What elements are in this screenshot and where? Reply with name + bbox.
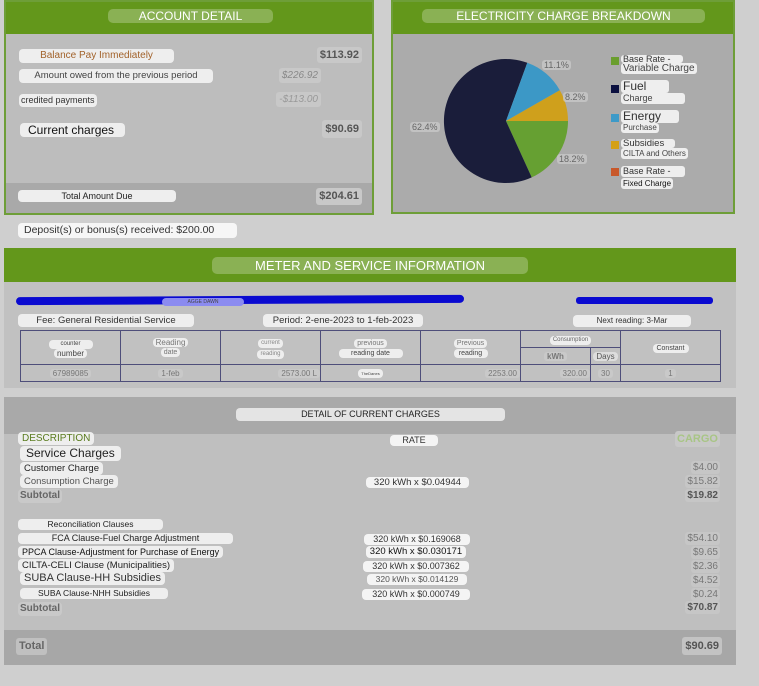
col-reading-date: Reading date xyxy=(120,330,221,365)
total-due-label: Total Amount Due xyxy=(18,190,176,202)
recon-amount-ppca: $9.65 xyxy=(690,546,720,559)
breakdown-header: ELECTRICITY CHARGE BREAKDOWN xyxy=(393,2,733,34)
recon-item-suba-nhh: SUBA Clause-NHH Subsidies xyxy=(20,588,168,599)
meter-header: METER AND SERVICE INFORMATION xyxy=(4,248,736,282)
col-charge-header: CARGO xyxy=(675,431,720,447)
next-reading-label: Next reading: 3-Mar xyxy=(573,315,691,327)
service-amount-consumption-charge: $15.82 xyxy=(685,475,720,488)
recon-subtotal-value: $70.87 xyxy=(685,601,720,614)
cell-previous-date: TheDanes xyxy=(320,364,421,382)
period-label: Period: 2-ene-2023 to 1-feb-2023 xyxy=(263,314,423,327)
recon-rate-suba-nhh: 320 kWh x $0.000749 xyxy=(362,589,470,600)
detail-header: DETAIL OF CURRENT CHARGES xyxy=(4,397,736,434)
cell-counter-number: 67989085 xyxy=(20,364,121,382)
col-previous-reading-date: previous reading date xyxy=(320,330,421,365)
deposit-notice: Deposit(s) or bonus(s) received: $200.00 xyxy=(18,223,237,238)
balance-label: Balance Pay Immediately xyxy=(19,49,174,63)
recon-amount-suba-nhh: $0.24 xyxy=(690,588,720,601)
detail-total-label: Total xyxy=(16,638,48,655)
recon-item-ppca: PPCA Clause-Adjustment for Purchase of E… xyxy=(18,546,224,558)
cell-current-reading: 2573.00 L xyxy=(220,364,321,382)
legend-swatch-orange xyxy=(611,168,619,176)
total-due-value: $204.61 xyxy=(316,188,362,205)
detail-title: DETAIL OF CURRENT CHARGES xyxy=(236,408,505,421)
recon-amount-cilta: $2.36 xyxy=(690,560,720,573)
pie-slice-fuel-charge xyxy=(443,59,532,184)
recon-rate-ppca: 320 kWh x $0.030171 xyxy=(366,546,466,558)
pie-label-variable: 18.2% xyxy=(557,154,587,164)
reconciliation-title: Reconciliation Clauses xyxy=(18,519,163,530)
account-total-bar: Total Amount Due $204.61 xyxy=(6,183,372,213)
pie-label-energy: 11.1% xyxy=(542,60,571,70)
credited-payments-label: credited payments xyxy=(19,94,97,107)
recon-subtotal-label: Subtotal xyxy=(18,602,62,616)
credited-payments-value: -$113.00 xyxy=(276,92,321,107)
pie-slice-variable-charge xyxy=(506,121,568,178)
col-rate-header: RATE xyxy=(390,435,438,446)
account-detail-panel: ACCOUNT DETAIL Balance Pay Immediately $… xyxy=(4,0,374,215)
cell-kwh: 320.00 xyxy=(520,364,591,382)
col-days: Days xyxy=(590,347,621,365)
cell-constant: 1 xyxy=(620,364,721,382)
current-charges-label: Current charges xyxy=(20,123,125,137)
balance-value: $113.92 xyxy=(316,47,362,63)
cell-previous-reading: 2253.00 xyxy=(420,364,521,382)
legend-swatch-navy xyxy=(611,85,619,93)
col-current-reading: current reading xyxy=(220,330,321,365)
legend-swatch-green xyxy=(611,57,619,65)
recon-rate-cilta: 320 kWh x $0.007362 xyxy=(363,561,469,572)
cell-days: 30 xyxy=(590,364,621,382)
meter-service-panel: METER AND SERVICE INFORMATION AGGE DAWN … xyxy=(4,248,736,388)
redacted-account-number xyxy=(576,297,713,304)
col-constant: Constant xyxy=(620,330,721,365)
legend-swatch-gold xyxy=(611,141,619,149)
account-detail-header: ACCOUNT DETAIL xyxy=(6,2,372,34)
meter-table: counter number Reading date current read… xyxy=(20,330,721,382)
col-consumption: Consumption xyxy=(520,330,621,348)
col-kwh: kWh xyxy=(520,347,591,365)
detail-total-value: $90.69 xyxy=(682,637,722,655)
col-description-header: DESCRIPTION xyxy=(18,432,95,445)
breakdown-title: ELECTRICITY CHARGE BREAKDOWN xyxy=(422,9,705,23)
pie-label-subsidies: 8.2% xyxy=(563,92,588,102)
pie-label-fuel: 62.4% xyxy=(410,122,440,132)
previous-period-value: $226.92 xyxy=(278,68,321,83)
recon-amount-suba-hh: $4.52 xyxy=(690,574,720,587)
cell-reading-date: 1-feb xyxy=(120,364,221,382)
current-charges-detail-panel: DETAIL OF CURRENT CHARGES DESCRIPTION RA… xyxy=(4,397,736,665)
meter-title: METER AND SERVICE INFORMATION xyxy=(212,257,528,274)
fee-label: Fee: General Residential Service xyxy=(18,314,194,327)
recon-rate-suba-hh: 320 kWh x $0.014129 xyxy=(367,574,467,585)
detail-total-bar: Total $90.69 xyxy=(4,630,736,665)
col-counter-number: counter number xyxy=(20,330,121,365)
service-rate-consumption-charge: 320 kWh x $0.04944 xyxy=(366,477,469,488)
recon-rate-fca: 320 kWh x $0.169068 xyxy=(364,534,470,545)
service-subtotal-value: $19.82 xyxy=(685,489,720,502)
recon-amount-fca: $54.10 xyxy=(685,532,720,545)
meter-table-row: 67989085 1-feb 2573.00 L TheDanes 2253.0… xyxy=(20,364,721,382)
service-item-customer-charge: Customer Charge xyxy=(20,462,103,475)
legend-swatch-blue xyxy=(611,114,619,122)
recon-item-fca: FCA Clause-Fuel Charge Adjustment xyxy=(18,533,233,544)
col-previous-reading: Previous reading xyxy=(420,330,521,365)
service-item-consumption-charge: Consumption Charge xyxy=(20,475,118,488)
recon-item-suba-hh: SUBA Clause-HH Subsidies xyxy=(20,572,165,585)
current-charges-value: $90.69 xyxy=(322,120,362,138)
service-charges-title: Service Charges xyxy=(20,446,121,461)
service-amount-customer-charge: $4.00 xyxy=(690,461,720,474)
pie-chart xyxy=(443,59,568,184)
pie-slice-subsidies xyxy=(506,90,568,121)
address-tag: AGGE DAWN xyxy=(162,298,244,306)
account-detail-title: ACCOUNT DETAIL xyxy=(108,9,273,23)
pie-slice-energy-purchase xyxy=(506,62,560,121)
service-subtotal-label: Subtotal xyxy=(18,489,62,503)
charge-breakdown-panel: ELECTRICITY CHARGE BREAKDOWN 11.1% 8.2% … xyxy=(391,0,735,214)
previous-period-label: Amount owed from the previous period xyxy=(19,69,213,83)
recon-item-cilta: CILTA-CELI Clause (Municipalities) xyxy=(18,559,174,572)
